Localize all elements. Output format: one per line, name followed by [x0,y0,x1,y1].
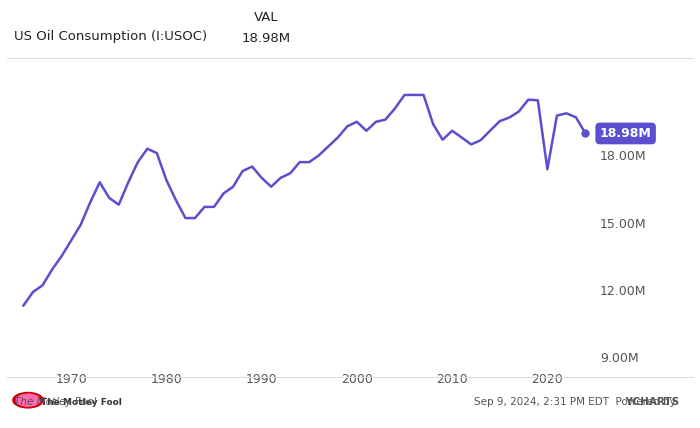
Text: 18.98M: 18.98M [600,127,652,140]
Text: 18.98M: 18.98M [241,32,290,45]
Circle shape [13,392,43,408]
Text: US Oil Consumption (I:USOC): US Oil Consumption (I:USOC) [14,30,207,43]
Text: YCHARTS: YCHARTS [437,397,679,407]
Circle shape [16,394,40,406]
Text: The Motley Fool: The Motley Fool [14,397,97,407]
Text: VAL: VAL [253,11,279,24]
Text: The Motley Fool: The Motley Fool [41,398,122,407]
Text: Sep 9, 2024, 2:31 PM EDT  Powered by: Sep 9, 2024, 2:31 PM EDT Powered by [474,397,679,407]
